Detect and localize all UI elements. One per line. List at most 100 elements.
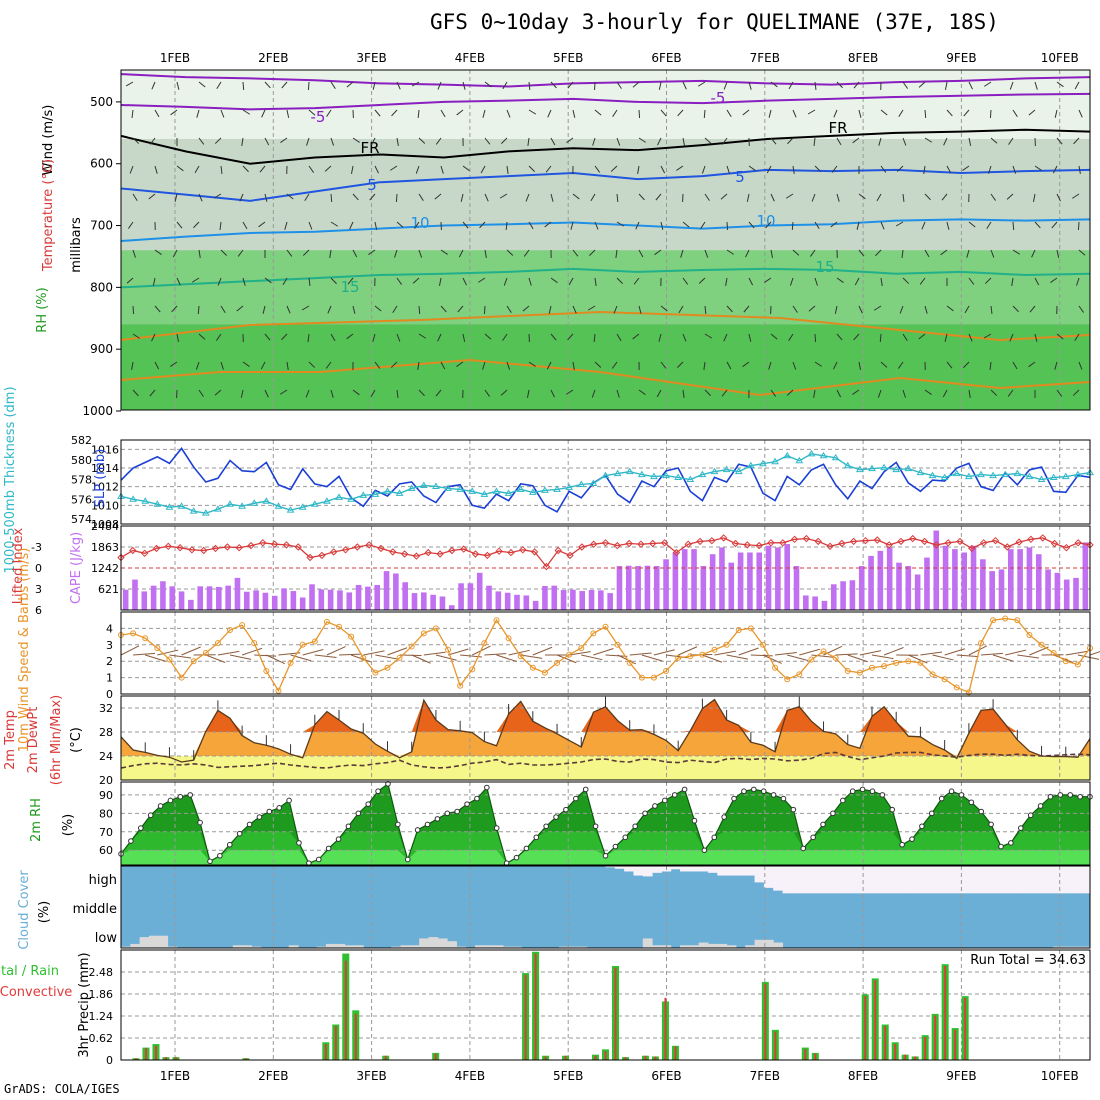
precip-convective-bar	[334, 1026, 337, 1060]
rh-marker	[840, 797, 846, 804]
wind-barb	[899, 305, 904, 314]
rh-marker	[256, 814, 263, 820]
wind-barb	[195, 361, 200, 370]
wind-barb	[1009, 81, 1014, 90]
wind-barb	[500, 137, 508, 145]
wind-speed-marker	[977, 640, 984, 647]
cape-bar	[756, 552, 763, 610]
thickness-marker	[795, 456, 804, 464]
isotherm-25	[120, 358, 1091, 397]
wind-barb	[770, 137, 777, 145]
wind-barb	[676, 165, 684, 171]
precip-convective-bar	[594, 1055, 597, 1060]
cloud-low-bar	[475, 945, 485, 948]
li-marker	[341, 546, 350, 554]
wind-barb	[308, 361, 316, 368]
wind-barb	[963, 109, 970, 117]
cloud-high-bar	[940, 866, 951, 894]
wind-barb	[176, 81, 180, 90]
thickness-marker	[783, 451, 792, 459]
isotherm-label: -5	[311, 108, 326, 126]
isotherm-label: 15	[815, 258, 834, 276]
wind-barb	[1078, 165, 1081, 174]
wind-barb	[964, 305, 970, 314]
precip-convective-bar	[604, 1051, 607, 1060]
wind-barb	[390, 165, 398, 171]
wind-barb	[943, 137, 948, 146]
slp-tick-label: 1008	[91, 518, 119, 531]
wind-barb	[918, 81, 926, 88]
wind-barb	[484, 193, 489, 202]
wind-barb	[594, 277, 597, 286]
upper-air-frame	[120, 69, 1091, 411]
li-marker	[247, 541, 255, 550]
wind-barb	[314, 654, 337, 658]
cloud-high-bar	[754, 866, 765, 883]
wind-barb	[220, 109, 225, 118]
wind-barb	[198, 81, 206, 88]
thickness-tick-label: 582	[71, 434, 92, 447]
wind-barb	[133, 652, 156, 656]
cape-bar	[933, 530, 940, 610]
rh-marker	[592, 823, 599, 830]
cloud-high-bar	[978, 866, 989, 894]
li-marker	[696, 537, 704, 546]
wind-barb	[330, 277, 337, 285]
wind-barb	[682, 137, 686, 146]
wind-speed-marker	[190, 658, 197, 665]
rh-marker	[958, 792, 965, 798]
wind-barb	[813, 389, 816, 398]
temp-tick-label: 28	[99, 726, 113, 739]
wind-barb	[789, 277, 794, 286]
thickness-marker	[432, 482, 440, 489]
wind-barb	[478, 277, 486, 283]
wind-barb	[792, 165, 795, 174]
wind-barb	[660, 165, 666, 174]
wind-barb	[286, 305, 291, 314]
wind-barb	[605, 654, 628, 657]
cloud-high-bar	[866, 866, 877, 894]
wind-barb	[613, 305, 618, 314]
wind-barb	[196, 109, 200, 118]
li-marker	[1062, 543, 1071, 552]
wind-barb	[194, 165, 200, 174]
wind-barb	[946, 305, 954, 312]
wind-barb	[1056, 249, 1060, 258]
wind-barb	[940, 249, 948, 256]
li-tick-label: 0	[35, 562, 42, 575]
li-marker	[885, 541, 893, 549]
wind-barb	[658, 81, 662, 90]
wind-barb	[590, 193, 596, 202]
wind-barb	[132, 193, 138, 202]
wind-speed-marker	[1074, 661, 1081, 668]
wind-barb	[329, 249, 332, 258]
wind-barb	[484, 137, 491, 145]
precip-convective-bar	[544, 1056, 547, 1060]
wind-barb	[814, 81, 817, 91]
li-marker	[554, 546, 562, 555]
wind-speed-marker	[505, 635, 512, 642]
thickness-marker	[698, 470, 707, 478]
thickness-marker	[238, 502, 247, 509]
wind-speed-marker	[602, 623, 609, 630]
wind-barb	[484, 653, 507, 656]
wind-barb	[396, 221, 404, 228]
wind-barb	[946, 361, 953, 369]
cape-bar	[625, 565, 632, 610]
wind-barb	[1074, 333, 1080, 342]
wind-barb	[704, 389, 712, 397]
thickness-marker	[371, 490, 380, 497]
wind-barb	[1012, 109, 1018, 117]
top-date-label: 7FEB	[750, 51, 780, 65]
wind-barb	[572, 249, 579, 257]
cloud-low-bar	[558, 946, 569, 948]
wind-barb	[500, 389, 508, 396]
rh-marker	[464, 801, 470, 807]
wind-barb	[264, 193, 268, 202]
wind-barb	[1012, 165, 1017, 174]
cloud-low-bar	[754, 939, 765, 948]
cloud-high-bar	[968, 866, 979, 894]
li-marker	[164, 542, 172, 551]
cloud-high-bar	[996, 866, 1007, 894]
wind-barb	[1031, 249, 1036, 258]
